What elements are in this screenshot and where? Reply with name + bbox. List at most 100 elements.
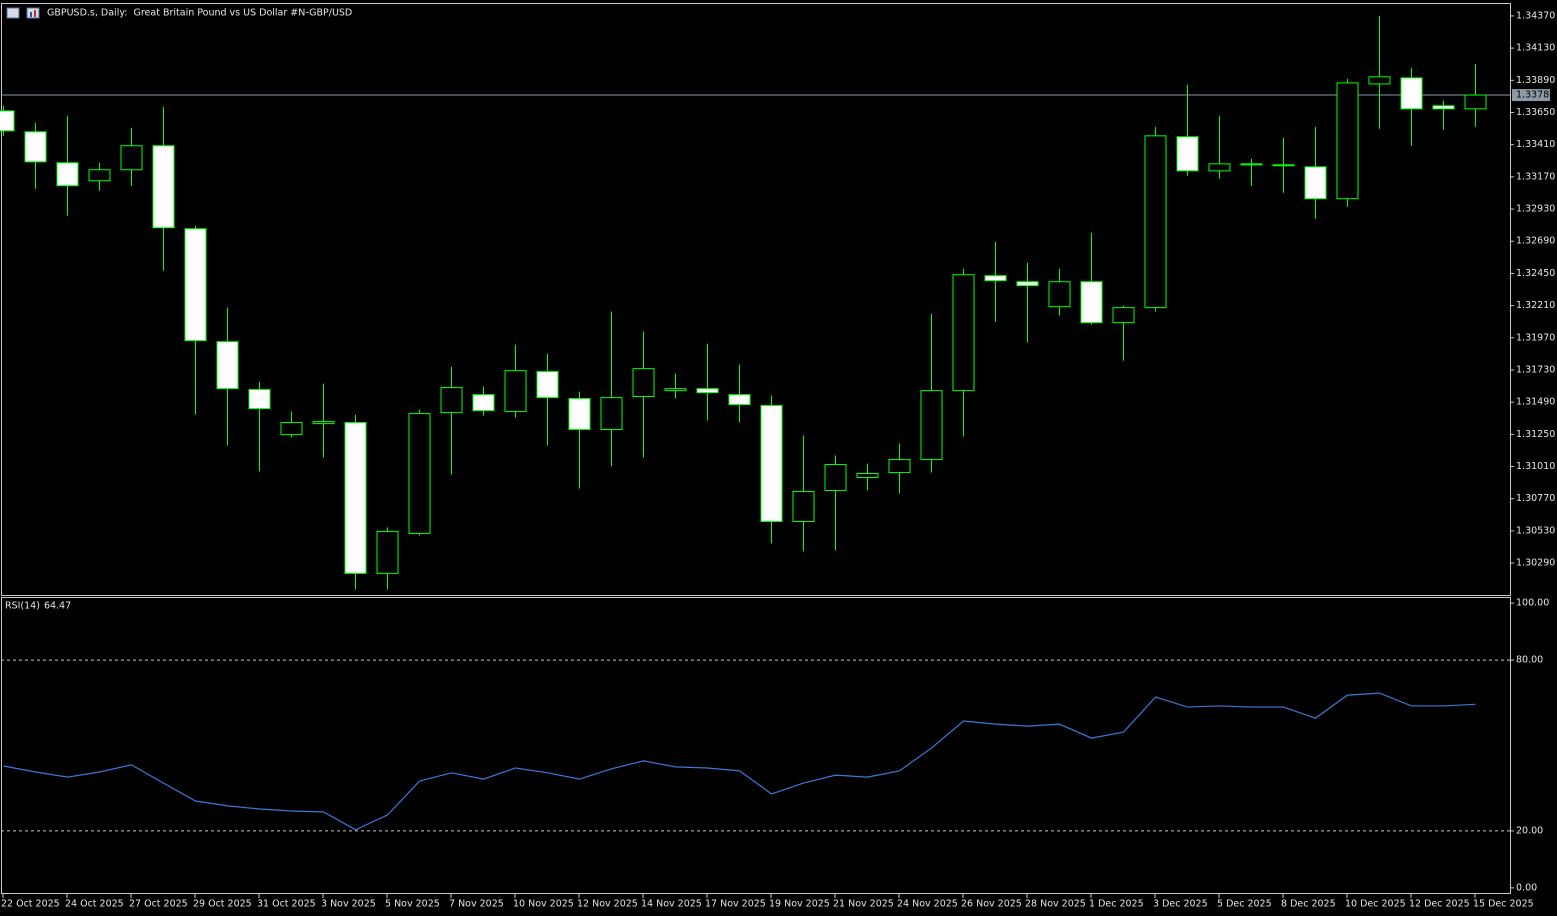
candle-body <box>792 490 815 523</box>
candle-body <box>504 370 527 413</box>
candle-body <box>1336 82 1359 200</box>
x-tick-label: 12 Nov 2025 <box>577 899 638 910</box>
y-tick-label: 1.32690 <box>1516 236 1555 247</box>
candle-body <box>184 228 207 342</box>
candle-body <box>1016 281 1039 287</box>
candle-body <box>568 398 591 431</box>
y-tick-label: 1.31970 <box>1516 332 1555 343</box>
candle-body <box>728 394 751 406</box>
icon <box>6 7 20 19</box>
candle-body <box>760 405 783 523</box>
y-tick-label: 1.30290 <box>1516 558 1555 569</box>
x-tick-label: 15 Dec 2025 <box>1473 899 1534 910</box>
candle-body <box>536 371 559 399</box>
x-tick-label: 3 Nov 2025 <box>321 899 376 910</box>
candle-body <box>216 341 239 390</box>
candle-body <box>600 397 623 431</box>
x-tick-label: 24 Nov 2025 <box>897 899 958 910</box>
rsi-line <box>3 692 1476 831</box>
candle-body <box>920 390 943 461</box>
y-tick-label: 1.32450 <box>1516 268 1555 279</box>
candle-body <box>1176 136 1199 172</box>
candle-body <box>312 421 335 425</box>
candle-body <box>1208 163 1231 172</box>
x-tick-label: 5 Nov 2025 <box>385 899 440 910</box>
x-tick-label: 3 Dec 2025 <box>1153 899 1208 910</box>
x-tick-label: 28 Nov 2025 <box>1025 899 1086 910</box>
candle-body <box>1272 164 1295 167</box>
x-tick-label: 22 Oct 2025 <box>1 899 60 910</box>
x-tick-label: 10 Dec 2025 <box>1345 899 1406 910</box>
chart-title: GBPUSD.s, Daily: Great Britain Pound vs … <box>47 8 352 19</box>
x-tick-label: 10 Nov 2025 <box>513 899 574 910</box>
candle-body <box>1112 307 1135 324</box>
x-tick-label: 5 Dec 2025 <box>1217 899 1272 910</box>
candle-body <box>952 274 975 392</box>
icon <box>30 12 32 17</box>
y-tick-label: 1.32210 <box>1516 300 1555 311</box>
candle-body <box>88 169 111 182</box>
rsi-panel-frame <box>1 597 1511 894</box>
candle-body <box>1304 166 1327 200</box>
y-tick-label: 1.30530 <box>1516 525 1555 536</box>
x-tick-label: 27 Oct 2025 <box>129 899 188 910</box>
x-tick-label: 7 Nov 2025 <box>449 899 504 910</box>
candle-body <box>408 413 431 534</box>
candle-body <box>1368 76 1391 85</box>
candle-body <box>344 422 367 574</box>
candle-body <box>472 394 495 412</box>
y-tick-label: 1.31250 <box>1516 429 1555 440</box>
y-tick-label: 1.34130 <box>1516 43 1555 54</box>
candle-body <box>1144 135 1167 309</box>
candle-body <box>1048 281 1071 308</box>
x-tick-label: 26 Nov 2025 <box>961 899 1022 910</box>
x-tick-label: 1 Dec 2025 <box>1089 899 1144 910</box>
y-tick-label: 1.31490 <box>1516 397 1555 408</box>
x-tick-label: 24 Oct 2025 <box>65 899 124 910</box>
y-tick-label: 0.00 <box>1516 882 1537 893</box>
y-tick-label: 1.33650 <box>1516 107 1555 118</box>
candle-body <box>664 388 687 392</box>
x-tick-label: 8 Dec 2025 <box>1281 899 1336 910</box>
rsi-last-value: 64.47 <box>44 601 71 612</box>
x-tick-label: 21 Nov 2025 <box>833 899 894 910</box>
icon <box>34 10 36 17</box>
x-tick-label: 31 Oct 2025 <box>257 899 316 910</box>
y-tick-label: 1.30770 <box>1516 493 1555 504</box>
y-tick-label: 20.00 <box>1516 825 1543 836</box>
y-tick-label: 100.00 <box>1516 598 1549 609</box>
y-tick-label: 1.33410 <box>1516 139 1555 150</box>
current-price-label: 1.33780 <box>1516 90 1555 101</box>
y-tick-label: 1.33890 <box>1516 75 1555 86</box>
candle-body <box>1400 77 1423 110</box>
toolbar-icons <box>6 7 40 19</box>
candle-body <box>856 473 879 479</box>
candle-body <box>0 110 15 132</box>
y-tick-label: 1.33170 <box>1516 171 1555 182</box>
rsi-title: RSI(14) <box>5 601 40 612</box>
candle-body <box>376 530 399 574</box>
candle-body <box>56 162 79 187</box>
candle-body <box>632 368 655 398</box>
y-tick-label: 1.34370 <box>1516 10 1555 21</box>
price-panel-frame <box>1 3 1511 596</box>
candle-body <box>120 145 143 171</box>
candle-body <box>824 464 847 492</box>
x-tick-label: 17 Nov 2025 <box>705 899 766 910</box>
candle-body <box>696 388 719 394</box>
candle-body <box>1464 94 1487 110</box>
candle-body <box>984 275 1007 282</box>
y-tick-label: 1.31730 <box>1516 364 1555 375</box>
y-tick-label: 80.00 <box>1516 655 1543 666</box>
candle-body <box>1080 281 1103 324</box>
candle-body <box>248 389 271 410</box>
candle-body <box>152 145 175 229</box>
current-price-box <box>1512 89 1550 102</box>
candle-body <box>24 131 47 163</box>
x-tick-label: 29 Oct 2025 <box>193 899 252 910</box>
candle-body <box>280 422 303 436</box>
x-tick-label: 12 Dec 2025 <box>1409 899 1470 910</box>
candle-body <box>888 459 911 474</box>
